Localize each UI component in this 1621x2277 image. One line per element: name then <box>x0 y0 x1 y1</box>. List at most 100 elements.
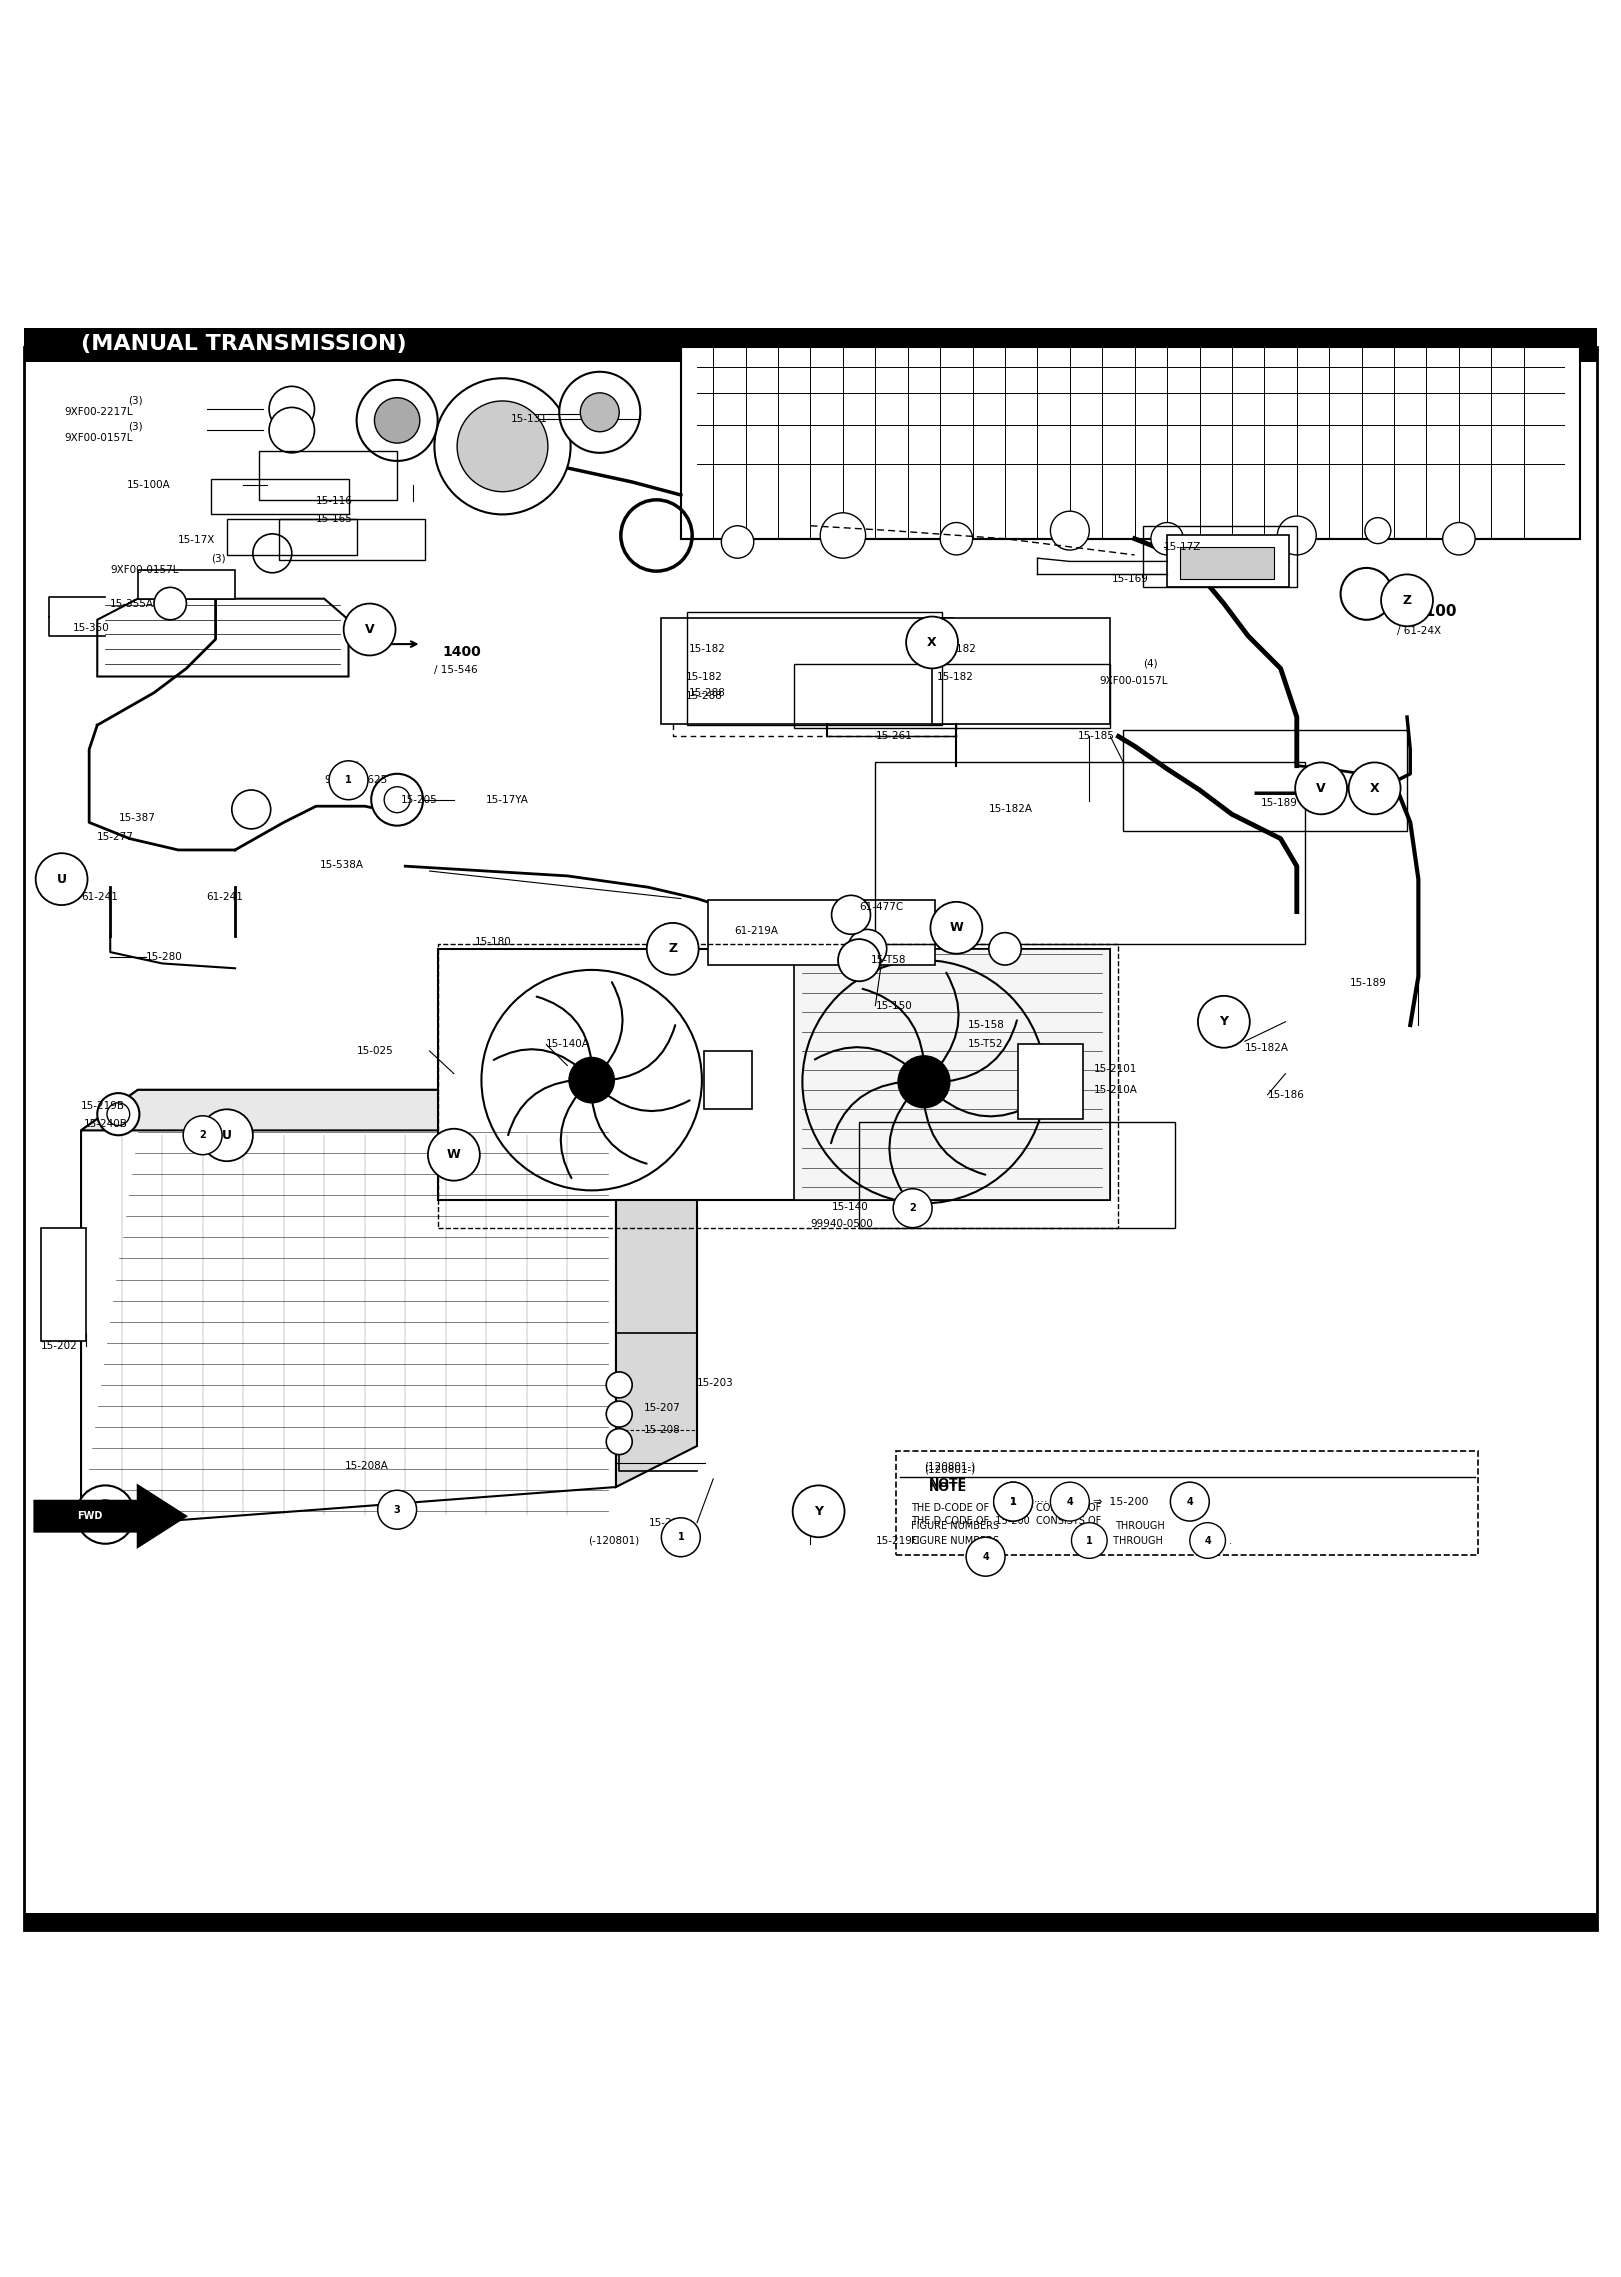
Text: V: V <box>1316 781 1326 795</box>
FancyArrowPatch shape <box>890 1098 908 1191</box>
Text: 15-261: 15-261 <box>875 731 913 742</box>
Text: 15-189: 15-189 <box>1261 797 1298 808</box>
Circle shape <box>569 1057 614 1102</box>
Text: 15-208: 15-208 <box>644 1425 681 1435</box>
Text: 15-288: 15-288 <box>689 688 726 699</box>
Text: 1: 1 <box>678 1532 684 1542</box>
Circle shape <box>1277 517 1316 556</box>
Circle shape <box>269 387 314 433</box>
FancyArrowPatch shape <box>862 988 924 1059</box>
Text: FIGURE NUMBERS: FIGURE NUMBERS <box>911 1535 1002 1546</box>
Polygon shape <box>81 1091 616 1528</box>
FancyArrowPatch shape <box>537 997 592 1061</box>
Bar <box>1123 731 1407 831</box>
Text: 15-182A: 15-182A <box>989 804 1033 815</box>
Text: 4: 4 <box>1187 1496 1193 1507</box>
Bar <box>1018 1045 1083 1118</box>
FancyArrowPatch shape <box>611 1025 676 1079</box>
Text: 15-182: 15-182 <box>689 644 726 653</box>
Text: 4: 4 <box>982 1551 989 1562</box>
Text: Z: Z <box>1402 594 1412 608</box>
Circle shape <box>1365 517 1391 544</box>
Text: 15-219C: 15-219C <box>875 1535 919 1546</box>
Text: W: W <box>950 922 963 934</box>
Text: 15-355A: 15-355A <box>110 599 154 608</box>
FancyArrowPatch shape <box>940 1098 1033 1116</box>
Text: 15-169: 15-169 <box>1112 574 1149 585</box>
Circle shape <box>559 371 640 453</box>
Polygon shape <box>34 1485 186 1546</box>
Text: 15-182: 15-182 <box>686 672 723 681</box>
Circle shape <box>183 1116 222 1154</box>
Text: NOTE: NOTE <box>929 1480 968 1494</box>
Text: 9XF00-0157L: 9XF00-0157L <box>110 565 178 574</box>
Circle shape <box>893 1189 932 1227</box>
Text: THROUGH: THROUGH <box>1115 1521 1165 1530</box>
FancyArrowPatch shape <box>605 981 622 1066</box>
Text: 15-205: 15-205 <box>400 795 438 804</box>
Text: FWD: FWD <box>76 1512 102 1521</box>
Text: 15-131: 15-131 <box>511 414 548 424</box>
Bar <box>279 519 425 560</box>
Polygon shape <box>97 599 349 676</box>
Bar <box>211 478 349 515</box>
Text: 15-387: 15-387 <box>118 813 156 822</box>
FancyArrowPatch shape <box>605 1093 689 1111</box>
Circle shape <box>344 603 396 656</box>
Bar <box>704 1052 752 1109</box>
Text: 1: 1 <box>1010 1496 1016 1507</box>
Text: (3): (3) <box>211 553 225 562</box>
Text: 9XF00-0157L: 9XF00-0157L <box>65 433 133 444</box>
Bar <box>875 763 1305 945</box>
Text: 15-17X: 15-17X <box>178 535 216 546</box>
Text: 15-100A: 15-100A <box>126 480 170 490</box>
Text: 4: 4 <box>1067 1496 1073 1507</box>
Circle shape <box>1170 1482 1209 1521</box>
FancyArrowPatch shape <box>561 1093 579 1177</box>
Text: 15-240B: 15-240B <box>84 1118 128 1129</box>
Text: 6100: 6100 <box>1414 603 1456 619</box>
Text: 15-280: 15-280 <box>146 952 183 961</box>
Text: 4: 4 <box>1204 1535 1211 1546</box>
Text: 15-208A: 15-208A <box>345 1462 389 1471</box>
FancyArrowPatch shape <box>507 1079 572 1136</box>
Text: THROUGH: THROUGH <box>1110 1535 1167 1546</box>
Circle shape <box>269 408 314 453</box>
Circle shape <box>994 1482 1033 1521</box>
Text: 1: 1 <box>345 774 352 786</box>
Circle shape <box>930 902 982 954</box>
Circle shape <box>898 1057 950 1107</box>
Circle shape <box>966 1537 1005 1576</box>
Text: 61-241: 61-241 <box>206 893 243 902</box>
FancyArrowPatch shape <box>494 1050 579 1068</box>
Text: / 15-546: / 15-546 <box>434 665 478 674</box>
Circle shape <box>1295 763 1347 815</box>
Circle shape <box>76 1485 135 1544</box>
Circle shape <box>721 526 754 558</box>
Circle shape <box>1381 574 1433 626</box>
Circle shape <box>1151 521 1183 556</box>
Text: 15-200: 15-200 <box>648 1519 686 1528</box>
Circle shape <box>606 1373 632 1398</box>
Text: THE D-CODE OF  15-200  CONSISTS OF: THE D-CODE OF 15-200 CONSISTS OF <box>911 1516 1101 1526</box>
Circle shape <box>428 1129 480 1182</box>
Text: 15-210A: 15-210A <box>1094 1084 1138 1095</box>
Text: 15-219B: 15-219B <box>81 1102 125 1111</box>
Bar <box>24 1913 1597 1929</box>
Text: / 61-24X: / 61-24X <box>1397 626 1441 635</box>
Text: (3): (3) <box>128 396 143 405</box>
Text: (4): (4) <box>1143 658 1157 669</box>
Text: NOTE: NOTE <box>929 1478 968 1489</box>
Text: 15-182A: 15-182A <box>1245 1043 1289 1052</box>
Text: .: . <box>1229 1535 1232 1546</box>
Polygon shape <box>81 1091 697 1129</box>
FancyArrowPatch shape <box>832 1082 901 1143</box>
Circle shape <box>378 1489 417 1530</box>
Text: FIGURE NUMBERS: FIGURE NUMBERS <box>911 1521 999 1530</box>
Circle shape <box>434 378 571 515</box>
Text: 9XF00-0157L: 9XF00-0157L <box>1099 676 1167 685</box>
Text: Y: Y <box>814 1505 823 1519</box>
Circle shape <box>97 1093 139 1136</box>
Text: 99465-0625: 99465-0625 <box>324 774 387 786</box>
Text: (3): (3) <box>128 421 143 433</box>
